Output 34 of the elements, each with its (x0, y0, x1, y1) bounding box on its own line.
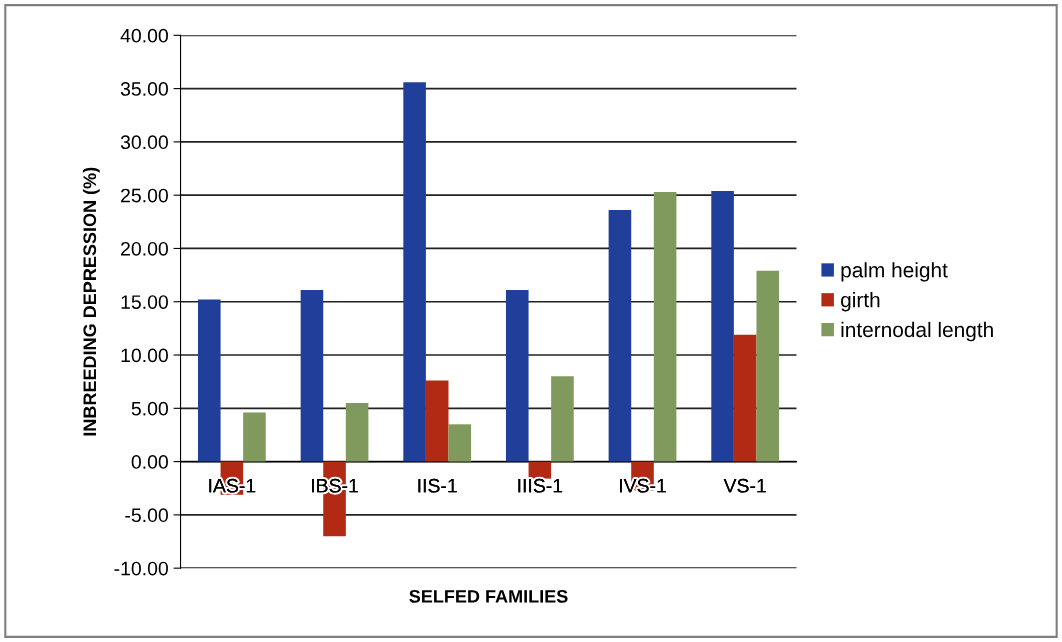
y-tick-label: 5.00 (131, 401, 168, 416)
y-tick-label: 35.00 (120, 82, 168, 96)
bar (300, 290, 324, 462)
bar (425, 380, 449, 462)
bar (448, 424, 472, 462)
y-tick-label: 15.00 (121, 295, 168, 309)
y-tick-label: 0.00 (131, 455, 168, 469)
x-axis-title: SELFED FAMILIES (409, 589, 568, 603)
bar (243, 412, 266, 462)
x-tick-label: VS-1 (723, 478, 766, 493)
bar (711, 190, 734, 462)
legend-label: internodal length (841, 321, 993, 342)
y-tick-label: 40.00 (120, 28, 168, 43)
bar (756, 270, 780, 462)
y-tick-label: -10.00 (114, 561, 168, 576)
bar (551, 376, 574, 462)
y-tick-label: 10.00 (121, 348, 168, 363)
bar (733, 334, 757, 462)
y-tick-label: -5.00 (125, 508, 168, 523)
x-tick-label: IIS-1 (418, 478, 457, 493)
bar (345, 402, 369, 462)
y-tick-label: 30.00 (120, 135, 168, 150)
y-axis-title: INBREEDING DEPRESSION (%) (82, 167, 100, 436)
legend-label: girth (841, 292, 880, 312)
legend-label: palm height (841, 262, 948, 282)
bar (608, 210, 632, 462)
x-tick-label: IIIS-1 (518, 478, 563, 493)
bar (197, 299, 221, 462)
bar (403, 82, 426, 462)
y-tick-label: 20.00 (121, 241, 168, 256)
bar (653, 191, 677, 462)
bar (505, 290, 529, 462)
y-tick-label: 25.00 (121, 188, 168, 203)
bar (528, 461, 552, 479)
